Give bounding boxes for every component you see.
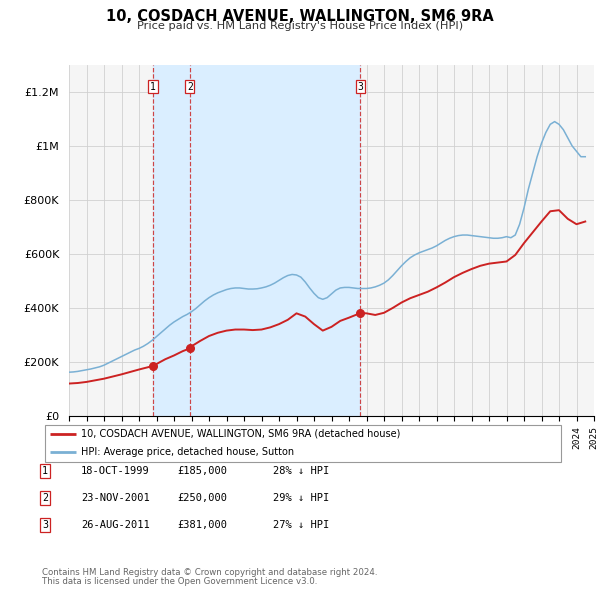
Bar — [153, 65, 190, 416]
Text: HPI: Average price, detached house, Sutton: HPI: Average price, detached house, Sutt… — [81, 447, 294, 457]
Text: 2: 2 — [187, 81, 193, 91]
Text: Price paid vs. HM Land Registry's House Price Index (HPI): Price paid vs. HM Land Registry's House … — [137, 21, 463, 31]
Text: £185,000: £185,000 — [177, 466, 227, 476]
Text: 2: 2 — [42, 493, 48, 503]
Bar — [190, 65, 361, 416]
Text: 18-OCT-1999: 18-OCT-1999 — [81, 466, 150, 476]
FancyBboxPatch shape — [44, 425, 562, 461]
Text: 3: 3 — [42, 520, 48, 530]
Text: 1: 1 — [42, 466, 48, 476]
Text: 3: 3 — [358, 81, 364, 91]
Text: 27% ↓ HPI: 27% ↓ HPI — [273, 520, 329, 530]
Text: 28% ↓ HPI: 28% ↓ HPI — [273, 466, 329, 476]
Text: £381,000: £381,000 — [177, 520, 227, 530]
Text: 29% ↓ HPI: 29% ↓ HPI — [273, 493, 329, 503]
Text: 10, COSDACH AVENUE, WALLINGTON, SM6 9RA: 10, COSDACH AVENUE, WALLINGTON, SM6 9RA — [106, 9, 494, 24]
Text: 23-NOV-2001: 23-NOV-2001 — [81, 493, 150, 503]
Text: This data is licensed under the Open Government Licence v3.0.: This data is licensed under the Open Gov… — [42, 578, 317, 586]
Text: 1: 1 — [150, 81, 156, 91]
Text: 26-AUG-2011: 26-AUG-2011 — [81, 520, 150, 530]
Text: Contains HM Land Registry data © Crown copyright and database right 2024.: Contains HM Land Registry data © Crown c… — [42, 568, 377, 577]
Text: £250,000: £250,000 — [177, 493, 227, 503]
Text: 10, COSDACH AVENUE, WALLINGTON, SM6 9RA (detached house): 10, COSDACH AVENUE, WALLINGTON, SM6 9RA … — [81, 429, 401, 439]
